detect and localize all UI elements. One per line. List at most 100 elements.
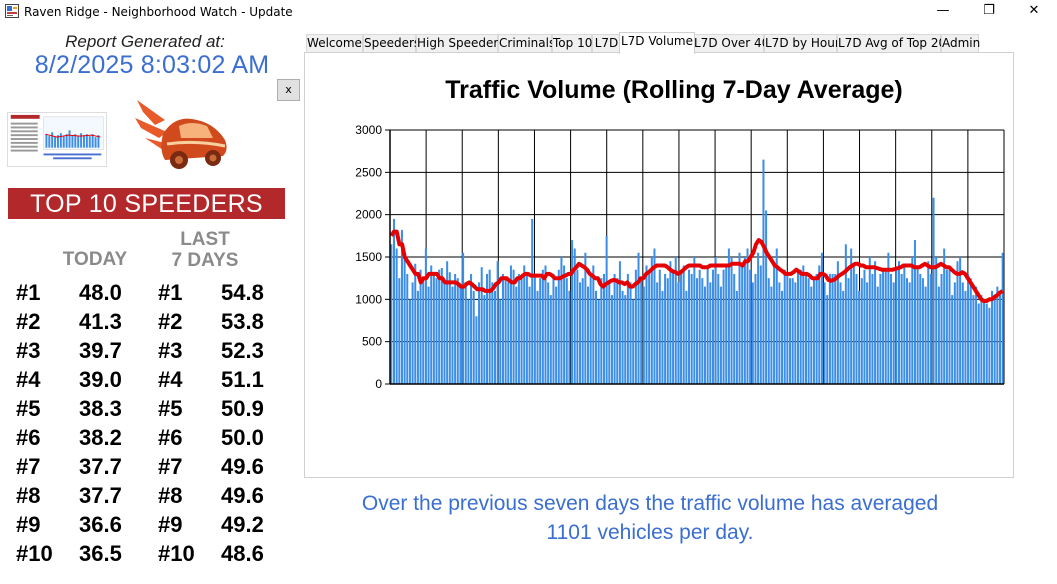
panel-close-button[interactable]: x (277, 79, 300, 101)
volume-bar (637, 252, 640, 384)
volume-bar (834, 273, 837, 384)
volume-bar (831, 273, 834, 384)
volume-bar (669, 261, 672, 384)
week-speed: 49.6 (221, 454, 264, 479)
volume-bar (448, 272, 451, 384)
volume-bar (985, 303, 988, 384)
volume-bar (411, 282, 414, 384)
week-speed: 50.9 (221, 396, 264, 421)
today-rank: #8 (16, 483, 41, 508)
tab-welcome[interactable]: Welcome (306, 34, 363, 53)
week-rank: #5 (158, 396, 183, 421)
today-rank: #1 (16, 280, 41, 305)
volume-bar (653, 248, 656, 384)
tab-l7d-volume[interactable]: L7D Volume (619, 32, 695, 54)
volume-bar (828, 273, 831, 384)
volume-bar (531, 218, 534, 384)
volume-bar (935, 257, 938, 384)
volume-bar (913, 240, 916, 384)
volume-bar (610, 295, 613, 384)
volume-bar (770, 286, 773, 384)
volume-bar (422, 278, 425, 384)
volume-bar (472, 290, 475, 384)
title-bar: Raven Ridge - Neighborhood Watch - Updat… (0, 0, 1057, 24)
volume-bar (951, 295, 954, 384)
volume-bar (730, 257, 733, 384)
volume-bar (616, 278, 619, 384)
volume-bar (517, 273, 520, 384)
report-thumbnail[interactable] (7, 112, 107, 167)
week-rank: #4 (158, 367, 183, 392)
volume-bar (459, 286, 462, 384)
today-rank: #4 (16, 367, 41, 392)
volume-bar (783, 269, 786, 384)
tab-high-speeders[interactable]: High Speeders (416, 34, 505, 53)
volume-bar (725, 265, 728, 384)
tab-criminals[interactable]: Criminals (498, 34, 555, 53)
volume-bar (1001, 252, 1004, 384)
volume-bar (895, 269, 898, 384)
volume-bar (959, 257, 962, 384)
volume-bar (796, 269, 800, 384)
volume-bar (887, 252, 890, 384)
volume-bar (961, 282, 964, 384)
volume-bar (945, 269, 948, 384)
volume-bar (932, 197, 935, 384)
close-icon[interactable]: ✕ (1028, 3, 1040, 18)
today-rank: #7 (16, 454, 41, 479)
tab-l7d-avg-of-top-20[interactable]: L7D Avg of Top 20 (837, 34, 946, 53)
today-speed: 36.5 (79, 541, 122, 566)
volume-bar (988, 307, 991, 384)
app-icon (5, 4, 19, 18)
volume-bar (632, 299, 635, 384)
speeder-row: #9 36.6 #9 49.2 (14, 512, 294, 541)
volume-bar (515, 286, 518, 384)
volume-bar (892, 282, 895, 384)
speeder-row: #5 38.3 #5 50.9 (14, 396, 294, 425)
volume-bar (711, 269, 714, 384)
today-rank: #6 (16, 425, 41, 450)
volume-bar (440, 268, 443, 384)
volume-bar (852, 265, 855, 384)
volume-bar (983, 299, 986, 384)
volume-bar (528, 286, 531, 384)
volume-bar (953, 282, 956, 384)
volume-bar (698, 269, 701, 384)
today-rank: #3 (16, 338, 41, 363)
minimize-icon[interactable]: — (936, 3, 950, 18)
week-rank: #7 (158, 454, 183, 479)
volume-bar (927, 261, 930, 384)
volume-bar (443, 282, 446, 384)
tab-top-10[interactable]: Top 10 (552, 34, 592, 53)
volume-bar (916, 265, 919, 384)
car-logo-icon (135, 100, 227, 169)
volume-bar (470, 273, 473, 384)
volume-bar (464, 282, 467, 384)
today-speed: 36.6 (79, 512, 122, 537)
volume-bar (969, 278, 972, 384)
volume-bar (395, 248, 398, 384)
tab-speeders[interactable]: Speeders (363, 34, 420, 53)
volume-bar (858, 290, 861, 384)
volume-bar (757, 252, 760, 384)
y-tick-label: 2500 (355, 165, 382, 179)
tab-l7d[interactable]: L7D (592, 34, 621, 53)
tab-l7d-over-40[interactable]: L7D Over 40 (693, 34, 769, 53)
volume-bar (451, 286, 454, 384)
tab-admin[interactable]: Admin (941, 34, 980, 53)
volume-bar (754, 273, 757, 384)
volume-bar (504, 278, 507, 384)
volume-bar (507, 282, 510, 384)
week-rank: #2 (158, 309, 183, 334)
today-rank: #9 (16, 512, 41, 537)
tab-l7d-by-hour[interactable]: L7D by Hour (764, 34, 840, 53)
volume-bar (430, 265, 433, 384)
volume-bar (876, 286, 879, 384)
volume-bar (661, 290, 664, 384)
volume-bar (629, 282, 632, 384)
today-rank: #10 (16, 541, 53, 566)
restore-icon[interactable]: ❐ (983, 3, 995, 18)
volume-bar (980, 295, 983, 384)
volume-bar (860, 278, 863, 384)
volume-bar (493, 290, 497, 384)
